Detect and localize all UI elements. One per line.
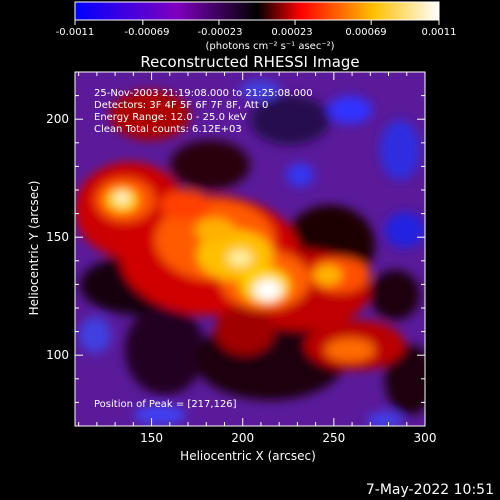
info-line: Detectors: 3F 4F 5F 6F 7F 8F, Att 0 — [94, 100, 268, 111]
x-axis-label: Heliocentric X (arcsec) — [180, 449, 316, 463]
colorbar-tick-label: 0.0011 — [422, 27, 457, 38]
colorbar-gradient — [74, 1, 440, 21]
colorbar-tick-label: -0.0011 — [56, 27, 95, 38]
colorbar-tick-label: -0.00023 — [198, 27, 243, 38]
x-tick-label: 200 — [231, 431, 254, 445]
colorbar-tick-label: 0.00023 — [271, 27, 312, 38]
x-tick-label: 250 — [322, 431, 345, 445]
heatmap-image — [75, 72, 425, 426]
info-line: Energy Range: 12.0 - 25.0 keV — [94, 112, 247, 123]
y-axis-label: Heliocentric Y (arcsec) — [27, 181, 41, 316]
axes: 150 200 250 300 100 150 200 — [46, 71, 437, 445]
colorbar: -0.0011 -0.00069 -0.00023 0.00023 0.0006… — [56, 1, 457, 52]
colorbar-ticks — [74, 20, 440, 25]
y-tick-label: 100 — [46, 348, 69, 362]
peak-position-text: Position of Peak = [217,126] — [94, 399, 237, 410]
footer-date: 7-May-2022 10:51 — [365, 482, 494, 498]
x-tick-label: 150 — [140, 431, 163, 445]
x-tick-label: 300 — [414, 431, 437, 445]
plot-frame — [74, 71, 426, 427]
info-line: Clean Total counts: 6.12E+03 — [94, 124, 242, 135]
colorbar-units: (photons cm⁻² s⁻¹ asec⁻²) — [205, 41, 334, 52]
colorbar-tick-label: 0.00069 — [345, 27, 386, 38]
y-tick-label: 200 — [46, 112, 69, 126]
plot-title: Reconstructed RHESSI Image — [140, 53, 359, 71]
y-tick-label: 150 — [46, 230, 69, 244]
info-line: 25-Nov-2003 21:19:08.000 to 21:25:08.000 — [94, 88, 313, 99]
colorbar-tick-label: -0.00069 — [125, 27, 170, 38]
